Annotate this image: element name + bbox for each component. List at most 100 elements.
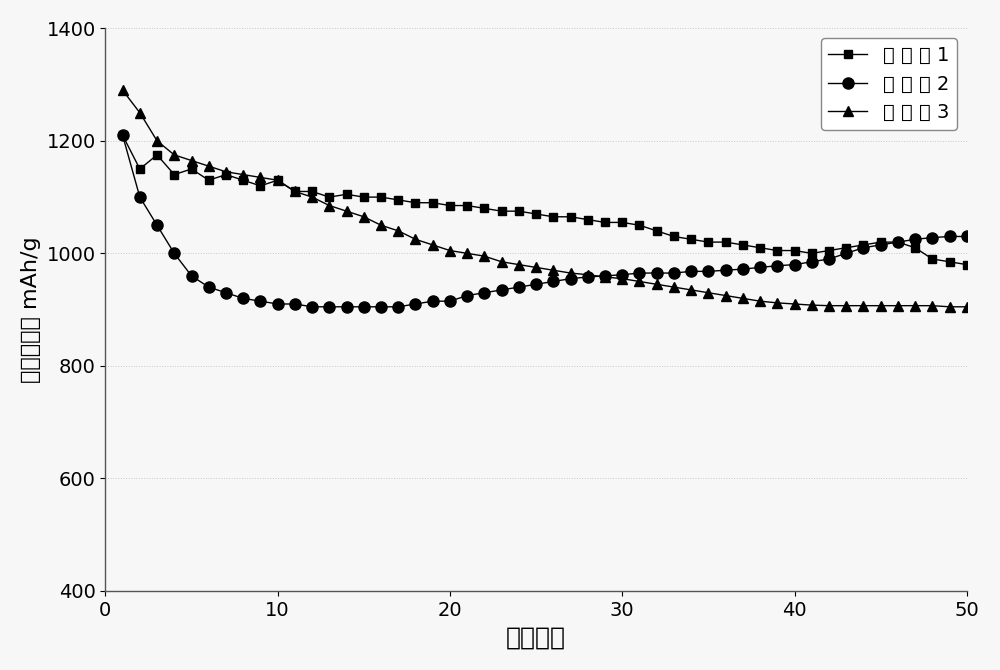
实 施 例 1 [823,247,835,255]
实 施 例 3 [616,275,628,283]
实 施 例 1 [392,196,404,204]
实 施 例 1 [203,176,215,184]
实 施 例 1 [806,249,818,257]
实 施 例 2 [944,232,956,241]
实 施 例 1 [651,227,663,235]
实 施 例 3 [341,207,353,215]
实 施 例 1 [892,238,904,246]
实 施 例 2 [875,241,887,249]
实 施 例 2 [633,269,645,277]
实 施 例 3 [547,266,559,274]
实 施 例 2 [909,235,921,243]
实 施 例 1 [461,202,473,210]
实 施 例 2 [272,300,284,308]
实 施 例 2 [134,193,146,201]
实 施 例 3 [771,299,783,307]
Legend: 实 施 例 1, 实 施 例 2, 实 施 例 3: 实 施 例 1, 实 施 例 2, 实 施 例 3 [821,38,957,130]
实 施 例 3 [272,176,284,184]
实 施 例 2 [237,294,249,302]
实 施 例 1 [909,244,921,252]
实 施 例 1 [565,213,577,221]
实 施 例 2 [547,277,559,285]
实 施 例 3 [875,302,887,310]
实 施 例 1 [117,131,129,139]
Line: 实 施 例 3: 实 施 例 3 [118,85,972,312]
实 施 例 1 [599,218,611,226]
实 施 例 3 [720,291,732,299]
实 施 例 3 [857,302,869,310]
实 施 例 1 [409,199,421,207]
实 施 例 2 [565,275,577,283]
实 施 例 2 [771,262,783,270]
实 施 例 3 [289,188,301,196]
实 施 例 2 [685,267,697,275]
实 施 例 3 [496,258,508,266]
实 施 例 3 [323,202,335,210]
实 施 例 2 [789,261,801,269]
实 施 例 3 [892,302,904,310]
实 施 例 2 [496,286,508,294]
实 施 例 1 [289,188,301,196]
实 施 例 1 [168,171,180,179]
实 施 例 1 [254,182,266,190]
Line: 实 施 例 1: 实 施 例 1 [118,131,971,269]
实 施 例 1 [151,151,163,159]
实 施 例 2 [117,131,129,139]
实 施 例 3 [134,109,146,117]
实 施 例 3 [944,303,956,311]
实 施 例 2 [892,238,904,246]
实 施 例 2 [754,263,766,271]
实 施 例 1 [668,232,680,241]
实 施 例 3 [306,193,318,201]
实 施 例 1 [134,165,146,173]
实 施 例 1 [754,244,766,252]
实 施 例 2 [306,303,318,311]
实 施 例 1 [186,165,198,173]
实 施 例 3 [203,162,215,170]
实 施 例 2 [926,234,938,242]
实 施 例 3 [461,249,473,257]
实 施 例 3 [651,280,663,288]
实 施 例 1 [513,207,525,215]
实 施 例 2 [616,271,628,279]
实 施 例 2 [375,303,387,311]
实 施 例 3 [478,252,490,260]
实 施 例 1 [685,235,697,243]
实 施 例 3 [427,241,439,249]
实 施 例 3 [582,271,594,279]
实 施 例 2 [358,303,370,311]
实 施 例 1 [306,188,318,196]
实 施 例 2 [651,269,663,277]
实 施 例 2 [961,232,973,241]
实 施 例 3 [599,273,611,281]
实 施 例 2 [530,280,542,288]
实 施 例 3 [806,301,818,309]
实 施 例 3 [926,302,938,310]
实 施 例 2 [823,255,835,263]
实 施 例 2 [513,283,525,291]
实 施 例 3 [668,283,680,291]
实 施 例 3 [254,174,266,182]
实 施 例 1 [961,261,973,269]
实 施 例 2 [720,266,732,274]
实 施 例 1 [720,238,732,246]
实 施 例 2 [840,249,852,257]
实 施 例 1 [323,193,335,201]
实 施 例 2 [702,267,714,275]
实 施 例 2 [220,289,232,297]
实 施 例 2 [737,265,749,273]
实 施 例 1 [633,221,645,229]
实 施 例 1 [341,190,353,198]
实 施 例 3 [685,286,697,294]
实 施 例 3 [168,151,180,159]
实 施 例 1 [496,207,508,215]
实 施 例 1 [944,258,956,266]
实 施 例 2 [254,297,266,306]
实 施 例 1 [375,193,387,201]
实 施 例 2 [289,300,301,308]
实 施 例 1 [547,213,559,221]
实 施 例 2 [582,273,594,281]
实 施 例 1 [444,202,456,210]
实 施 例 3 [823,302,835,310]
实 施 例 3 [840,302,852,310]
